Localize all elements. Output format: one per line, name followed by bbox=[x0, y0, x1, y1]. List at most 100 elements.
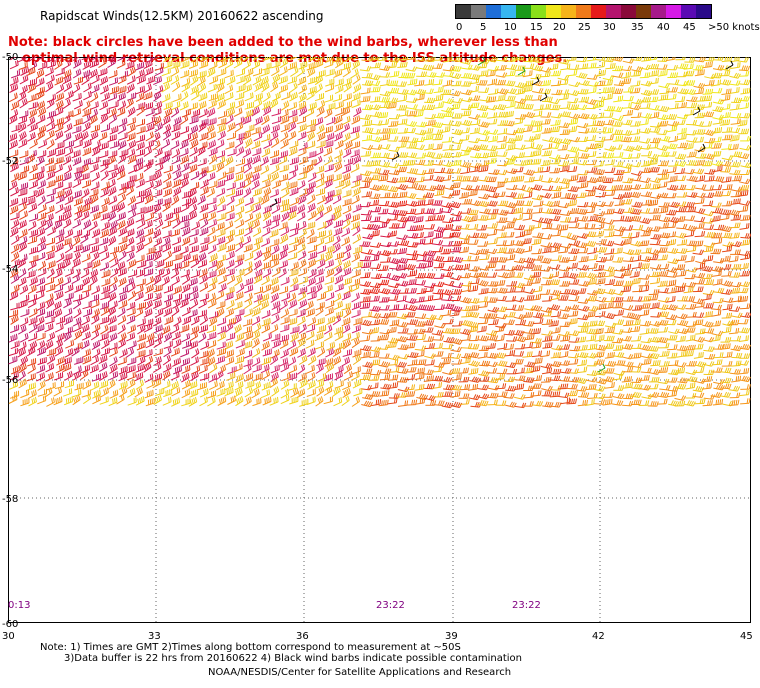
barb-flag bbox=[203, 102, 204, 107]
wind-barb bbox=[47, 110, 56, 118]
barb-flag bbox=[336, 135, 337, 140]
barb-flag bbox=[693, 97, 695, 102]
barb-flag bbox=[457, 104, 458, 109]
barb-flag bbox=[140, 94, 141, 99]
barb-flag bbox=[386, 119, 387, 124]
barb-shaft bbox=[487, 124, 496, 125]
wind-barb bbox=[721, 144, 731, 150]
barb-flag bbox=[185, 57, 186, 60]
barb-shaft bbox=[279, 71, 287, 75]
barb-flag bbox=[416, 138, 418, 143]
barb-flag bbox=[71, 123, 72, 128]
legend-label: 45 bbox=[683, 22, 696, 33]
barb-flag bbox=[169, 94, 170, 99]
barb-flag bbox=[491, 71, 492, 76]
barb-flag bbox=[593, 63, 594, 68]
barb-flag bbox=[504, 129, 505, 134]
barb-flag bbox=[377, 129, 379, 134]
barb-shaft bbox=[254, 137, 262, 141]
barb-flag bbox=[723, 80, 725, 85]
barb-flag bbox=[169, 116, 170, 121]
wind-barb bbox=[380, 128, 390, 133]
barb-flag bbox=[533, 120, 534, 125]
barb-shaft bbox=[209, 66, 217, 70]
barb-flag bbox=[556, 144, 558, 149]
barb-flag bbox=[185, 93, 187, 98]
barb-flag bbox=[564, 94, 565, 99]
barb-flag bbox=[636, 71, 637, 76]
barb-flag bbox=[112, 57, 113, 59]
wind-barb bbox=[74, 132, 82, 141]
barb-flag bbox=[559, 105, 561, 110]
wind-barb bbox=[730, 104, 740, 110]
barb-flag bbox=[453, 104, 454, 109]
barb-flag bbox=[666, 88, 667, 93]
barb-flag bbox=[101, 79, 102, 84]
barb-flag bbox=[232, 103, 233, 108]
wind-barb bbox=[434, 102, 444, 108]
wind-barb bbox=[199, 93, 207, 101]
barb-flag bbox=[603, 121, 605, 126]
barb-flag bbox=[179, 94, 180, 99]
barb-flag bbox=[351, 77, 352, 82]
barb-flag bbox=[429, 80, 430, 85]
barb-flag bbox=[691, 96, 693, 101]
barb-shaft bbox=[397, 124, 406, 125]
wind-barb bbox=[640, 128, 651, 133]
barb-flag bbox=[61, 60, 63, 65]
barb-flag bbox=[428, 128, 429, 133]
barb-flag bbox=[477, 119, 478, 124]
barb-flag bbox=[34, 95, 35, 100]
barb-flag bbox=[526, 86, 527, 91]
wind-barb bbox=[469, 138, 480, 143]
wind-barb bbox=[324, 95, 333, 103]
wind-barb bbox=[677, 63, 688, 68]
wind-barb bbox=[567, 126, 577, 132]
wind-barb bbox=[675, 96, 685, 102]
barb-flag bbox=[149, 61, 150, 66]
barb-flag bbox=[575, 65, 577, 70]
wind-barb bbox=[478, 88, 489, 93]
barb-flag bbox=[51, 82, 53, 87]
barb-shaft bbox=[713, 123, 722, 124]
barb-flag bbox=[512, 96, 514, 101]
wind-barb bbox=[63, 99, 71, 109]
barb-flag bbox=[449, 137, 450, 142]
barb-flag bbox=[734, 144, 735, 149]
wind-barb bbox=[83, 83, 91, 92]
barb-flag bbox=[58, 133, 59, 138]
barb-flag bbox=[53, 150, 54, 155]
barb-flag bbox=[367, 135, 368, 140]
wind-barb bbox=[118, 75, 126, 84]
barb-flag bbox=[738, 81, 740, 86]
barb-flag bbox=[629, 103, 630, 108]
wind-barb bbox=[667, 73, 677, 78]
barb-flag bbox=[505, 73, 507, 78]
barb-flag bbox=[202, 134, 203, 139]
wind-barb bbox=[243, 84, 251, 93]
wind-barb bbox=[119, 132, 128, 140]
barb-shaft bbox=[216, 144, 224, 148]
barb-flag bbox=[607, 106, 609, 111]
barb-flag bbox=[367, 115, 369, 120]
barb-flag bbox=[672, 73, 673, 78]
wind-barb bbox=[416, 122, 427, 127]
barb-shaft bbox=[731, 123, 740, 124]
barb-flag bbox=[286, 110, 287, 115]
barb-flag bbox=[231, 59, 232, 64]
barb-flag bbox=[62, 84, 64, 89]
barb-flag bbox=[241, 118, 242, 123]
barb-flag bbox=[339, 102, 340, 107]
wind-barb bbox=[334, 69, 342, 78]
barb-flag bbox=[639, 129, 640, 134]
wind-barb bbox=[225, 85, 233, 94]
barb-flag bbox=[143, 62, 144, 67]
barb-flag bbox=[396, 102, 397, 107]
barb-flag bbox=[34, 151, 35, 156]
wind-barb bbox=[101, 124, 110, 132]
barb-flag bbox=[515, 65, 517, 70]
barb-flag bbox=[495, 136, 496, 141]
barb-flag bbox=[347, 79, 348, 84]
barb-flag bbox=[302, 133, 303, 138]
barb-flag bbox=[256, 78, 257, 83]
